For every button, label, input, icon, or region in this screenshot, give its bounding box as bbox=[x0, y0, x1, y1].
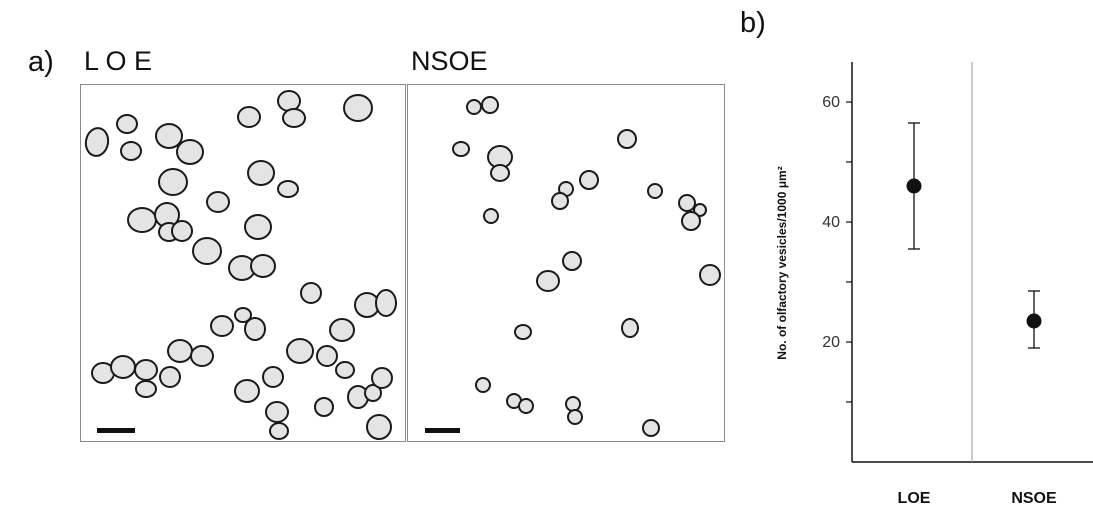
nsoe-vesicle bbox=[617, 129, 637, 149]
loe-vesicle bbox=[265, 401, 289, 423]
nsoe-vesicle bbox=[518, 398, 534, 414]
loe-vesicle bbox=[244, 317, 266, 341]
nsoe-vesicle bbox=[647, 183, 663, 199]
loe-vesicle bbox=[84, 127, 110, 157]
loe-vesicle bbox=[364, 384, 382, 402]
loe-vesicle bbox=[244, 214, 272, 240]
loe-vesicle bbox=[366, 414, 392, 440]
data-point bbox=[906, 178, 922, 194]
loe-vesicle bbox=[155, 123, 183, 149]
loe-vesicle bbox=[286, 338, 314, 364]
loe-vesicle bbox=[116, 114, 138, 134]
data-point bbox=[1026, 313, 1042, 329]
nsoe-vesicle-drawing bbox=[452, 96, 721, 437]
loe-scale-bar bbox=[97, 428, 135, 433]
loe-vesicle bbox=[237, 106, 261, 128]
loe-vesicle bbox=[159, 366, 181, 388]
nsoe-vesicle bbox=[567, 409, 583, 425]
y-tick-label: 60 bbox=[822, 94, 840, 111]
loe-vesicle bbox=[375, 289, 397, 317]
nsoe-vesicle bbox=[481, 96, 499, 114]
loe-vesicle bbox=[234, 307, 252, 323]
loe-vesicle bbox=[300, 282, 322, 304]
x-category-label: NSOE bbox=[1011, 490, 1057, 507]
y-axis-label: No. of olfactory vesicles/1000 μm² bbox=[775, 166, 789, 359]
nsoe-vesicle bbox=[536, 270, 560, 292]
nsoe-vesicle bbox=[483, 208, 499, 224]
loe-vesicle bbox=[262, 366, 284, 388]
loe-vesicle bbox=[192, 237, 222, 265]
loe-vesicle bbox=[120, 141, 142, 161]
nsoe-micrograph bbox=[407, 84, 725, 442]
loe-vesicle bbox=[247, 160, 275, 186]
loe-vesicle bbox=[206, 191, 230, 213]
y-tick-label: 20 bbox=[822, 334, 840, 351]
nsoe-scale-bar bbox=[425, 428, 460, 433]
loe-vesicle bbox=[343, 94, 373, 122]
loe-vesicle bbox=[210, 315, 234, 337]
loe-vesicle bbox=[135, 380, 157, 398]
y-tick-label: 40 bbox=[822, 214, 840, 231]
nsoe-vesicle bbox=[699, 264, 721, 286]
nsoe-vesicle bbox=[466, 99, 482, 115]
loe-micrograph-title: L O E bbox=[84, 46, 153, 76]
loe-vesicle bbox=[234, 379, 260, 403]
loe-vesicle bbox=[250, 254, 276, 278]
nsoe-vesicle bbox=[514, 324, 532, 340]
loe-vesicle bbox=[371, 367, 393, 389]
panel-b-label: b) bbox=[740, 7, 766, 39]
x-category-label: LOE bbox=[898, 490, 931, 507]
nsoe-vesicle bbox=[452, 141, 470, 157]
nsoe-vesicle bbox=[621, 318, 639, 338]
panel-a-label: a) bbox=[28, 46, 54, 78]
nsoe-vesicle bbox=[678, 194, 696, 212]
nsoe-vesicle bbox=[490, 164, 510, 182]
loe-vesicle bbox=[277, 180, 299, 198]
loe-vesicle bbox=[314, 397, 334, 417]
nsoe-vesicle bbox=[579, 170, 599, 190]
loe-vesicle bbox=[171, 220, 193, 242]
loe-micrograph bbox=[80, 84, 406, 442]
loe-vesicle bbox=[190, 345, 214, 367]
loe-vesicle bbox=[158, 168, 188, 196]
loe-vesicle bbox=[282, 108, 306, 128]
loe-vesicle bbox=[316, 345, 338, 367]
nsoe-vesicle bbox=[642, 419, 660, 437]
nsoe-vesicle bbox=[562, 251, 582, 271]
nsoe-vesicle bbox=[681, 211, 701, 231]
nsoe-micrograph-title: NSOE bbox=[411, 46, 488, 76]
loe-vesicle bbox=[329, 318, 355, 342]
loe-vesicle bbox=[269, 422, 289, 440]
loe-vesicle-drawing bbox=[84, 90, 397, 440]
loe-vesicle bbox=[176, 139, 204, 165]
nsoe-vesicle bbox=[551, 192, 569, 210]
loe-vesicle bbox=[335, 361, 355, 379]
nsoe-vesicle bbox=[475, 377, 491, 393]
